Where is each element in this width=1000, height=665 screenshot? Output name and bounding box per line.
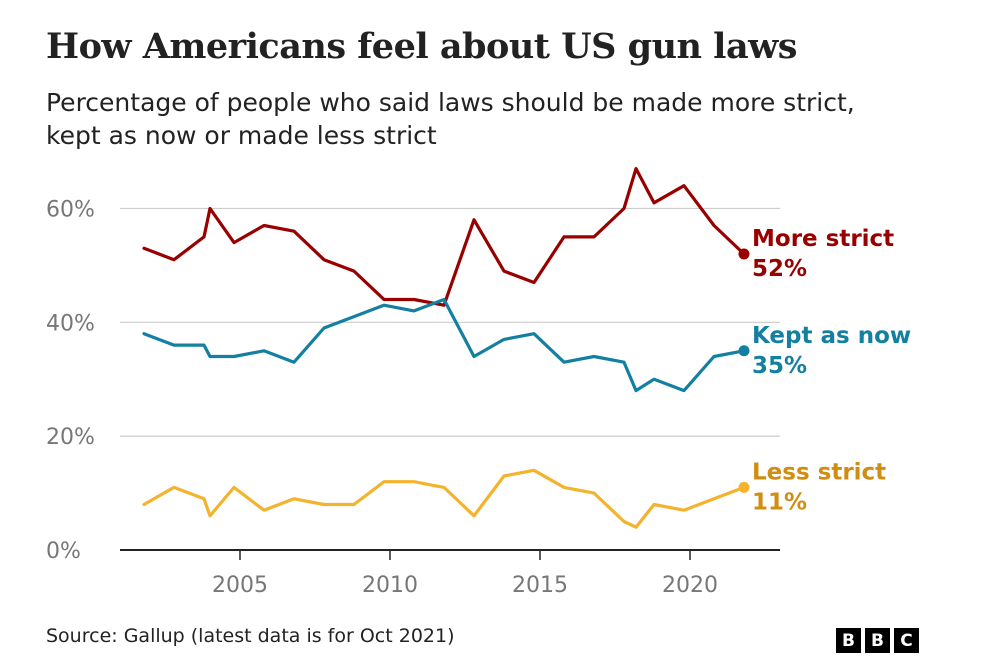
series-end-label: More strict: [752, 226, 894, 252]
y-tick-label: 60%: [46, 197, 95, 222]
x-tick-label: 2015: [512, 573, 568, 598]
logo-letter: B: [836, 628, 861, 653]
y-tick-label: 40%: [46, 311, 95, 336]
series-line: [142, 297, 746, 393]
series-end-value: 11%: [752, 489, 807, 515]
series-line: [142, 468, 746, 529]
series-end-value: 52%: [752, 256, 807, 282]
chart-subtitle: Percentage of people who said laws shoul…: [46, 88, 855, 150]
x-tick-label: 2020: [662, 573, 718, 598]
y-axis-ticks: 0% 20% 40% 60%: [46, 197, 95, 564]
series-end-label: Kept as now: [752, 323, 911, 349]
bbc-logo: B B C: [836, 628, 919, 653]
logo-letter: C: [894, 628, 919, 653]
x-axis-ticks: 2005 2010 2015 2020: [212, 550, 718, 598]
series-end-marker: [738, 248, 750, 260]
x-tick-label: 2005: [212, 573, 268, 598]
series-end-label: Less strict: [752, 459, 886, 485]
series-end-marker: [738, 481, 750, 493]
series-line: [142, 167, 746, 307]
series-end-value: 35%: [752, 353, 807, 379]
chart-title: How Americans feel about US gun laws: [46, 26, 797, 67]
y-tick-label: 20%: [46, 425, 95, 450]
gridlines: [120, 207, 780, 551]
series-lines: [142, 167, 750, 529]
y-tick-label: 0%: [46, 539, 81, 564]
source-note: Source: Gallup (latest data is for Oct 2…: [46, 625, 455, 647]
series-end-marker: [738, 345, 750, 357]
x-tick-label: 2010: [362, 573, 418, 598]
end-labels: More strict 52% Kept as now 35% Less strict 1…: [752, 226, 911, 515]
logo-letter: B: [865, 628, 890, 653]
